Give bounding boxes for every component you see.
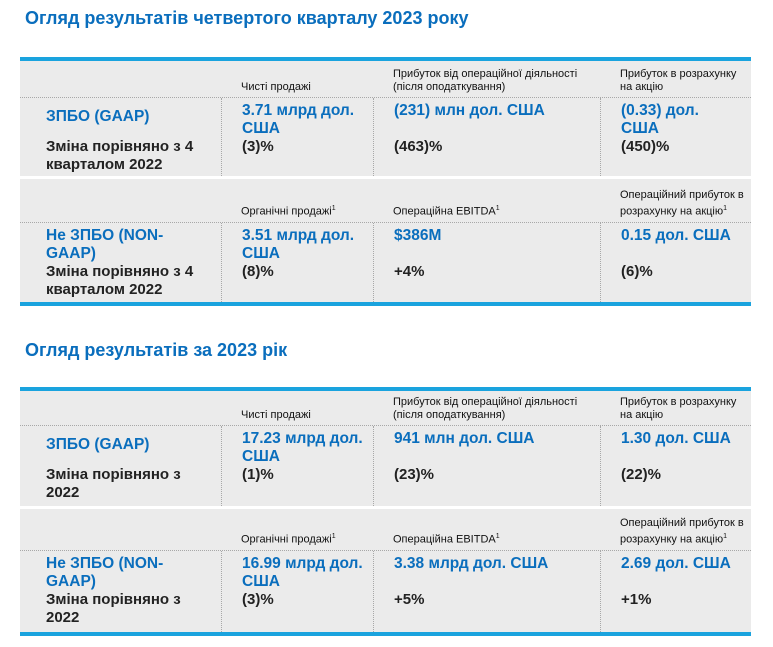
change-label: Зміна порівняно з 4 кварталом 2022 bbox=[46, 138, 194, 173]
column-header: Органічні продажі1 bbox=[241, 533, 336, 546]
change-label: Зміна порівняно з 4 кварталом 2022 bbox=[46, 263, 194, 298]
results-table: Чисті продажі Прибуток від операційної ді… bbox=[20, 387, 751, 636]
header-row: Органічні продажі1 Операційна EBITDA1 Опер… bbox=[20, 179, 751, 223]
results-table: Чисті продажі Прибуток від операційної ді… bbox=[20, 57, 751, 306]
change-value: +4% bbox=[394, 263, 425, 280]
change-value: (3)% bbox=[242, 138, 274, 155]
metric-value: 1.30 дол. США bbox=[621, 430, 731, 447]
footnote-marker: 1 bbox=[495, 533, 500, 541]
metric-label: ЗПБО (GAAP) bbox=[46, 108, 150, 125]
metric-value: 3.38 млрд дол. США bbox=[394, 555, 549, 572]
row-gap bbox=[20, 506, 751, 509]
metric-value: 0.15 дол. США bbox=[621, 227, 731, 244]
metric-value: 3.71 млрд дол. США bbox=[242, 102, 355, 137]
metric-label: Не ЗПБО (NON-GAAP) bbox=[46, 227, 164, 262]
column-header: Прибуток від операційної діяльності (піс… bbox=[393, 396, 578, 421]
change-value: (23)% bbox=[394, 466, 435, 483]
footnote-marker: 1 bbox=[495, 205, 500, 213]
header-row: Органічні продажі1 Операційна EBITDA1 Опер… bbox=[20, 509, 751, 551]
change-value: (6)% bbox=[621, 263, 653, 280]
change-value: (22)% bbox=[621, 466, 662, 483]
footnote-marker: 1 bbox=[723, 205, 728, 213]
column-header: Органічні продажі1 bbox=[241, 205, 336, 218]
metric-value: (0.33) дол. США bbox=[621, 102, 699, 137]
data-row: ЗПБО (GAAP) Зміна порівняно з 4 квартало… bbox=[20, 98, 751, 176]
column-header: Чисті продажі bbox=[241, 409, 311, 421]
footnote-marker: 1 bbox=[331, 533, 336, 541]
change-value: (8)% bbox=[242, 263, 274, 280]
column-header: Чисті продажі bbox=[241, 81, 311, 93]
header-row: Чисті продажі Прибуток від операційної ді… bbox=[20, 61, 751, 98]
metric-label: ЗПБО (GAAP) bbox=[46, 436, 150, 453]
change-value: (463)% bbox=[394, 138, 443, 155]
change-value: (450)% bbox=[621, 138, 670, 155]
column-header: Прибуток в розрахунку на акцію bbox=[620, 396, 737, 421]
change-value: (3)% bbox=[242, 591, 274, 608]
column-header: Операційна EBITDA1 bbox=[393, 533, 500, 546]
metric-value: 17.23 млрд дол. США bbox=[242, 430, 363, 465]
metric-value: $386M bbox=[394, 227, 442, 244]
change-value: +5% bbox=[394, 591, 425, 608]
section-title: Огляд результатів четвертого кварталу 20… bbox=[25, 8, 469, 28]
row-gap bbox=[20, 176, 751, 179]
footnote-marker: 1 bbox=[723, 533, 728, 541]
column-header: Прибуток від операційної діяльності (піс… bbox=[393, 68, 578, 93]
metric-label: Не ЗПБО (NON-GAAP) bbox=[46, 555, 164, 590]
metric-value: 16.99 млрд дол. США bbox=[242, 555, 363, 590]
metric-value: 941 млн дол. США bbox=[394, 430, 535, 447]
metric-value: 2.69 дол. США bbox=[621, 555, 731, 572]
section-title: Огляд результатів за 2023 рік bbox=[25, 340, 288, 360]
data-row: Не ЗПБО (NON-GAAP) Зміна порівняно з 202… bbox=[20, 551, 751, 632]
column-header: Прибуток в розрахунку на акцію bbox=[620, 68, 737, 93]
data-row: Не ЗПБО (NON-GAAP) Зміна порівняно з 4 к… bbox=[20, 223, 751, 302]
change-label: Зміна порівняно з 2022 bbox=[46, 466, 181, 501]
metric-value: (231) млн дол. США bbox=[394, 102, 545, 119]
footnote-marker: 1 bbox=[331, 205, 336, 213]
data-row: ЗПБО (GAAP) Зміна порівняно з 2022 17.23 … bbox=[20, 426, 751, 506]
column-header: Операційний прибуток в розрахунку на акц… bbox=[620, 189, 744, 218]
header-row: Чисті продажі Прибуток від операційної ді… bbox=[20, 391, 751, 426]
column-header: Операційна EBITDA1 bbox=[393, 205, 500, 218]
change-value: (1)% bbox=[242, 466, 274, 483]
metric-value: 3.51 млрд дол. США bbox=[242, 227, 355, 262]
change-label: Зміна порівняно з 2022 bbox=[46, 591, 181, 626]
column-header: Операційний прибуток в розрахунку на акц… bbox=[620, 517, 744, 546]
change-value: +1% bbox=[621, 591, 652, 608]
